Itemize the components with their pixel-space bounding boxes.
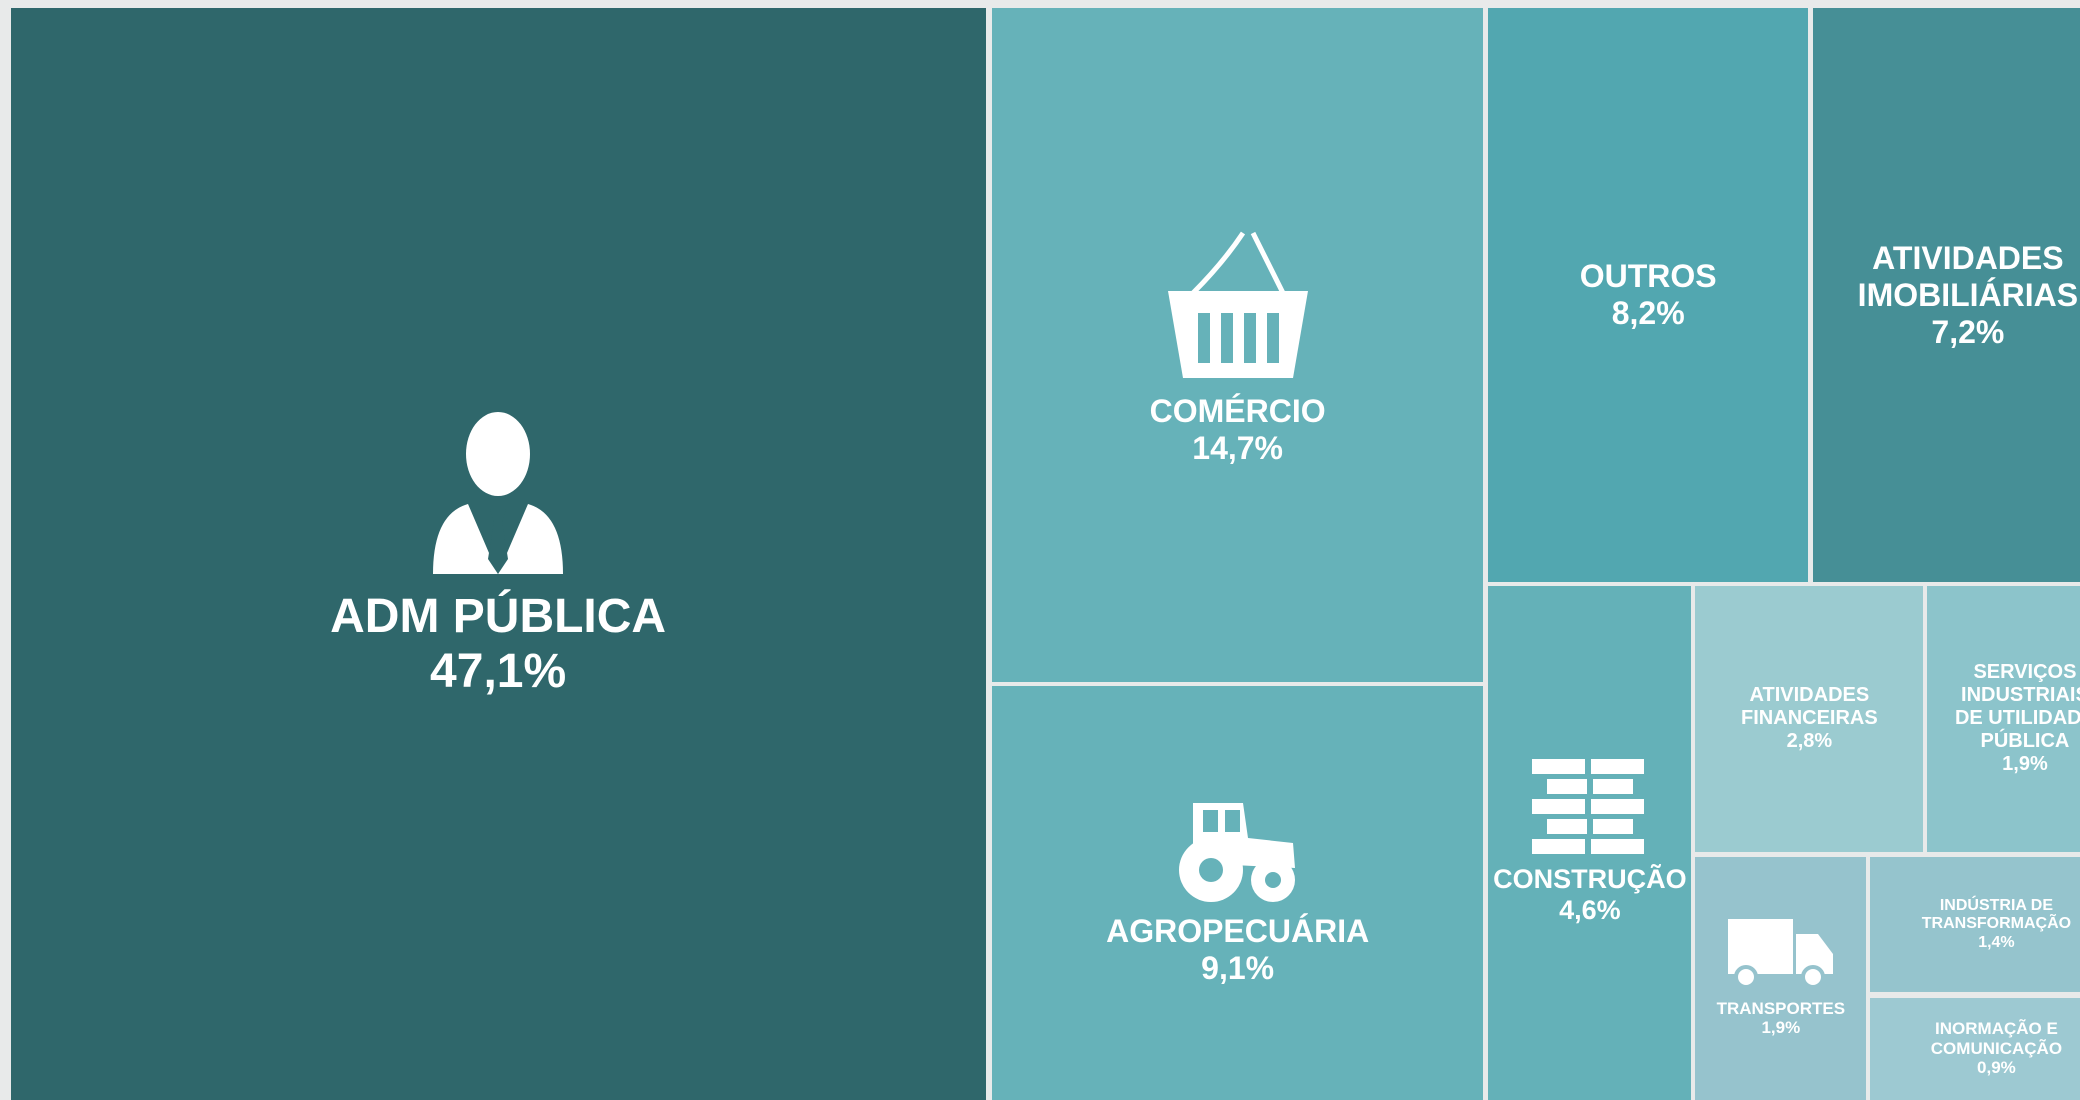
tile-icon	[1163, 223, 1313, 393]
tile-value: 1,9%	[1761, 1018, 1801, 1038]
tile-label: AGROPECUÁRIA	[1106, 913, 1370, 950]
tile-label: CONSTRUÇÃO	[1493, 864, 1687, 895]
tile-label: COMÉRCIO	[1149, 393, 1326, 430]
tile-value: 47,1%	[430, 644, 567, 698]
tile-value: 2,8%	[1786, 730, 1833, 753]
tile-label: INDÚSTRIA DE TRANSFORMAÇÃO	[1921, 897, 2072, 933]
tile-icon	[1728, 918, 1834, 999]
tile-value: 1,4%	[1978, 933, 2015, 951]
treemap-tile: INDÚSTRIA DE TRANSFORMAÇÃO 1,4%	[1870, 856, 2080, 993]
treemap-tile: ADM PÚBLICA 47,1%	[10, 7, 986, 1100]
tile-label: SERVIÇOS INDUSTRIAIS DE UTILIDADE PÚBLIC…	[1954, 661, 2080, 753]
treemap-tile: AGROPECUÁRIA 9,1%	[992, 685, 1484, 1100]
treemap-tile: ATIVIDADES FINANCEIRAS 2,8%	[1695, 586, 1924, 852]
treemap-tile: COMÉRCIO 14,7%	[992, 7, 1484, 682]
treemap-tile: INORMAÇÃO E COMUNICAÇÃO 0,9%	[1870, 997, 2080, 1100]
treemap-tile: OUTROS 8,2%	[1488, 7, 1809, 583]
tile-label: TRANSPORTES	[1716, 998, 1846, 1018]
treemap-tile: TRANSPORTES 1,9%	[1695, 856, 1867, 1100]
tile-label: OUTROS	[1579, 258, 1717, 295]
tile-value: 1,9%	[2002, 753, 2048, 776]
tile-value: 4,6%	[1559, 895, 1621, 926]
tile-value: 9,1%	[1201, 950, 1275, 987]
tile-label: ATIVIDADES FINANCEIRAS	[1741, 684, 1878, 730]
tile-value: 8,2%	[1611, 295, 1685, 332]
tile-value: 7,2%	[1931, 313, 2005, 350]
tile-label: INORMAÇÃO E COMUNICAÇÃO	[1930, 1019, 2063, 1058]
tile-icon	[1532, 759, 1647, 864]
tile-icon	[428, 409, 568, 589]
tile-label: ATIVIDADES IMOBILIÁRIAS	[1857, 239, 2079, 313]
treemap-tile: CONSTRUÇÃO 4,6%	[1488, 586, 1692, 1100]
tile-label: ADM PÚBLICA	[330, 589, 667, 643]
tile-value: 14,7%	[1192, 429, 1283, 466]
treemap-tile: SERVIÇOS INDUSTRIAIS DE UTILIDADE PÚBLIC…	[1927, 586, 2080, 852]
tile-value: 0,9%	[1977, 1058, 2016, 1078]
tile-icon	[1173, 798, 1303, 913]
treemap-tile: ATIVIDADES IMOBILIÁRIAS 7,2%	[1813, 7, 2080, 583]
